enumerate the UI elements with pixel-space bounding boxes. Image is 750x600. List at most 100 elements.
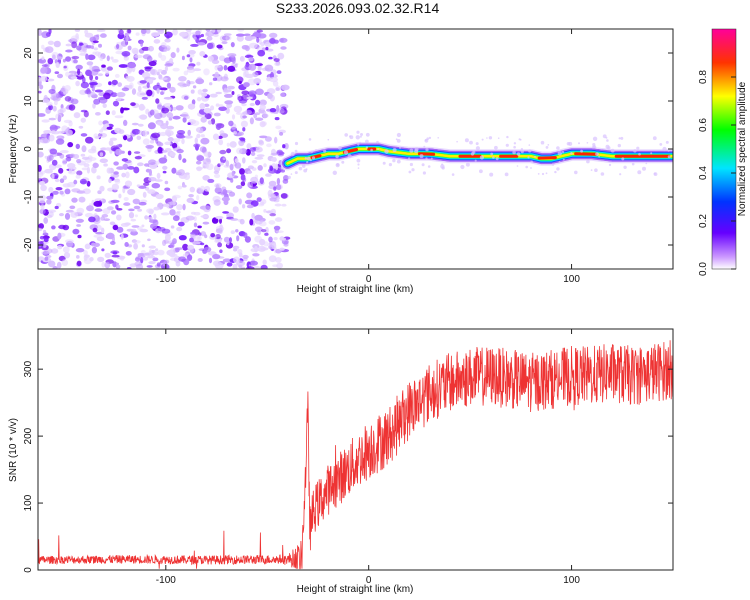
spectrogram-noise-cell: [196, 61, 201, 66]
spectrogram-noise-cell: [115, 262, 119, 266]
spectrogram-noise-cell: [252, 253, 260, 257]
spectrogram-noise-cell: [84, 254, 90, 258]
spectrogram-noise-cell: [256, 37, 260, 43]
spectrogram-noise-cell: [135, 263, 144, 269]
spectrogram-noise-cell: [249, 147, 257, 152]
spectrogram-noise-cell: [142, 138, 150, 145]
spectrogram-noise-cell: [148, 216, 154, 220]
spectrogram-noise-cell: [38, 164, 42, 172]
spectrogram-noise-cell: [64, 212, 71, 220]
spectrogram-noise-cell: [239, 218, 245, 225]
spectrogram-noise-cell: [65, 56, 72, 62]
spectrogram-faint-cell: [306, 161, 309, 164]
spectrogram-faint-cell: [638, 152, 641, 156]
spectrogram-faint-cell: [456, 140, 458, 143]
spectrogram-noise-cell: [70, 76, 78, 79]
spectrogram-xlabel: Height of straight line (km): [297, 284, 414, 295]
spectrogram-faint-cell: [425, 157, 428, 160]
spectrogram-noise-cell: [89, 203, 92, 206]
spectrogram-noise-cell: [210, 233, 216, 238]
spectrogram-xtick-label: 100: [563, 274, 580, 285]
spectrogram-noise-cell: [47, 58, 54, 65]
spectrogram-noise-cell: [46, 195, 54, 200]
spectrogram-noise-cell: [125, 171, 130, 179]
spectrogram-noise-cell: [116, 166, 125, 170]
spectrogram-noise-cell: [160, 77, 168, 81]
spectrogram-noise-cell: [52, 105, 57, 112]
spectrogram-noise-cell: [137, 123, 144, 127]
spectrogram-faint-cell: [547, 144, 550, 146]
spectrogram-noise-cell: [152, 257, 159, 262]
spectrogram-noise-cell: [277, 107, 285, 114]
spectrogram-noise-cell: [86, 61, 94, 66]
spectrogram-noise-cell: [54, 175, 59, 179]
spectrogram-xtick-label: 0: [366, 274, 372, 285]
spectrogram-noise-cell: [61, 259, 68, 266]
spectrogram-noise-cell: [133, 50, 139, 56]
spectrogram-noise-cell: [236, 235, 240, 242]
spectrogram-noise-cell: [260, 264, 268, 269]
spectrogram-noise-cell: [242, 115, 248, 119]
spectrogram-noise-cell: [246, 96, 253, 100]
spectrogram-noise-cell: [209, 82, 213, 86]
spectrogram-noise-cell: [156, 142, 164, 147]
spectrogram-noise-cell: [182, 158, 187, 163]
spectrogram-noise-cell: [47, 209, 57, 213]
spectrogram-noise-cell: [200, 134, 205, 138]
spectrogram-noise-cell: [74, 29, 81, 32]
spectrogram-noise-cell: [160, 123, 168, 130]
spectrogram-noise-cell: [273, 39, 279, 44]
spectrogram-noise-cell: [163, 96, 173, 100]
spectrogram-noise-cell: [98, 120, 103, 126]
spectrogram-noise-cell: [280, 169, 285, 173]
spectrogram-noise-cell: [129, 82, 134, 90]
spectrogram-noise-cell: [145, 144, 154, 149]
spectrogram-noise-cell: [115, 148, 123, 156]
spectrogram-noise-cell: [156, 71, 160, 76]
spectrogram-noise-cell: [38, 227, 43, 232]
spectrogram-noise-cell: [127, 188, 136, 196]
spectrogram-faint-cell: [323, 149, 327, 153]
spectrogram-noise-cell: [130, 102, 136, 106]
spectrogram-faint-cell: [534, 155, 536, 158]
spectrogram-faint-cell: [357, 143, 360, 146]
spectrogram-noise-cell: [263, 209, 267, 213]
spectrogram-noise-cell: [236, 147, 243, 155]
spectrogram-faint-cell: [633, 149, 637, 153]
spectrogram-noise-cell: [155, 160, 160, 165]
spectrogram-faint-cell: [667, 150, 670, 152]
spectrogram-noise-cell: [41, 44, 45, 50]
spectrogram-noise-cell: [176, 47, 180, 53]
spectrogram-noise-cell: [176, 149, 184, 154]
spectrogram-noise-cell: [60, 150, 69, 154]
spectrogram-noise-cell: [236, 112, 243, 115]
spectrogram-noise-cell: [172, 194, 181, 199]
spectrogram-noise-cell: [215, 103, 220, 107]
spectrogram-noise-cell: [156, 121, 162, 126]
spectrogram-noise-cell: [157, 69, 163, 73]
spectrogram-noise-cell: [254, 245, 258, 253]
spectrogram-noise-cell: [191, 99, 196, 105]
spectrogram-noise-cell: [125, 76, 130, 80]
spectrogram-faint-cell: [396, 132, 401, 138]
spectrogram-noise-cell: [146, 208, 155, 214]
spectrogram-noise-cell: [193, 36, 197, 40]
spectrogram-noise-cell: [54, 178, 60, 183]
spectrogram-noise-cell: [199, 51, 206, 57]
spectrogram-faint-cell: [465, 162, 470, 167]
spectrogram-faint-cell: [637, 170, 642, 175]
spectrogram-noise-cell: [206, 42, 214, 50]
spectrogram-noise-cell: [155, 138, 159, 144]
spectrogram-noise-cell: [177, 185, 183, 190]
spectrogram-noise-cell: [254, 214, 263, 221]
spectrogram-noise-cell: [175, 105, 184, 111]
spectrogram-noise-cell: [254, 112, 261, 116]
spectrogram-noise-cell: [207, 178, 215, 183]
spectrogram-faint-cell: [528, 144, 531, 146]
spectrogram-noise-cell: [49, 211, 54, 218]
spectrogram-noise-cell: [233, 256, 241, 264]
spectrogram-faint-cell: [578, 142, 580, 145]
spectrogram-noise-cell: [183, 173, 191, 180]
snr-xtick-label: 100: [563, 575, 580, 586]
spectrogram-noise-cell: [40, 75, 48, 82]
